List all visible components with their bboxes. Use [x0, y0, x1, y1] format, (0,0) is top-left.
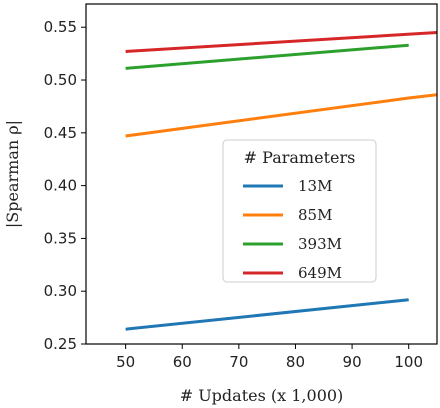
series-line-393m: [125, 43, 409, 70]
legend-label: 649M: [298, 264, 342, 282]
x-tick-label: 90: [343, 353, 362, 371]
legend-label: 13M: [298, 177, 332, 195]
series-line-649m: [125, 31, 437, 53]
y-tick-label: 0.50: [44, 71, 77, 89]
y-tick-label: 0.45: [44, 124, 77, 142]
x-tick-label: 50: [116, 353, 135, 371]
y-tick-label: 0.35: [44, 229, 77, 247]
y-axis-label: |Spearman ρ|: [3, 120, 22, 228]
x-tick-label: 70: [229, 353, 248, 371]
y-tick-label: 0.25: [44, 335, 77, 353]
x-tick-label: 100: [394, 353, 423, 371]
series-line-85m: [125, 93, 437, 138]
y-tick-label: 0.40: [44, 177, 77, 195]
legend-box: [222, 139, 377, 283]
legend-title: # Parameters: [244, 148, 356, 167]
plot-area-frame: [85, 3, 438, 345]
x-tick-label: 80: [286, 353, 305, 371]
x-tick-label: 60: [173, 353, 192, 371]
legend-label: 393M: [298, 235, 342, 253]
series-line-13m: [125, 298, 409, 331]
legend-label: 85M: [298, 206, 332, 224]
series-lines: [125, 31, 437, 331]
legend: # Parameters 13M 85M 393M 649M: [222, 139, 377, 283]
x-axis-label: # Updates (x 1,000): [180, 386, 344, 405]
y-tick-label: 0.30: [44, 282, 77, 300]
y-axis-ticks: 0.25 0.30 0.35 0.40 0.45 0.50 0.55: [44, 18, 86, 353]
x-axis-ticks: 50 60 70 80 90 100: [116, 344, 423, 371]
y-tick-label: 0.55: [44, 18, 77, 36]
